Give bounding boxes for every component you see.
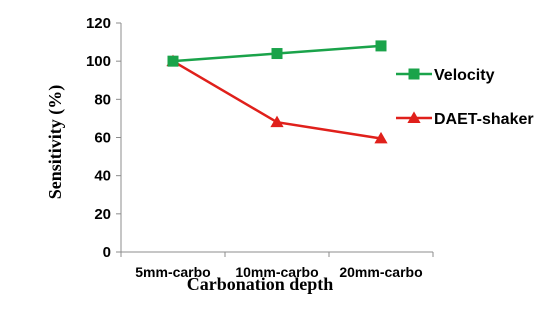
x-tick-label: 10mm-carbo <box>235 264 318 280</box>
data-point <box>270 115 284 128</box>
y-tick-labels: 0 20 40 60 80 100 120 <box>86 15 111 261</box>
legend-label: DAET-shaker <box>434 111 534 128</box>
y-tick-label: 60 <box>94 130 111 147</box>
data-point <box>271 48 283 60</box>
x-tick-label: 5mm-carbo <box>135 264 210 280</box>
y-tick-label: 20 <box>94 206 111 223</box>
legend: Velocity DAET-shaker <box>396 67 534 128</box>
legend-item: Velocity <box>396 67 495 84</box>
y-tick-label: 80 <box>94 91 111 108</box>
y-tick-label: 120 <box>86 15 111 32</box>
series-layer <box>166 40 388 144</box>
x-tick-labels: 5mm-carbo 10mm-carbo 20mm-carbo <box>135 264 422 280</box>
legend-label: Velocity <box>434 67 495 84</box>
axes <box>116 22 434 257</box>
series-velocity <box>167 40 387 67</box>
y-axis-title: Sensitivity (%) <box>45 85 66 200</box>
y-tick-label: 0 <box>103 244 111 261</box>
data-point <box>375 40 387 52</box>
data-point <box>167 55 179 67</box>
x-axis-title: Carbonation depth <box>187 274 334 294</box>
series-daet-shaker <box>166 54 388 144</box>
y-tick-label: 40 <box>94 168 111 185</box>
data-point <box>374 131 388 144</box>
y-tick-label: 100 <box>86 53 111 70</box>
legend-marker <box>407 111 421 123</box>
legend-marker <box>408 68 420 80</box>
legend-item: DAET-shaker <box>396 111 534 128</box>
x-tick-label: 20mm-carbo <box>339 264 422 280</box>
